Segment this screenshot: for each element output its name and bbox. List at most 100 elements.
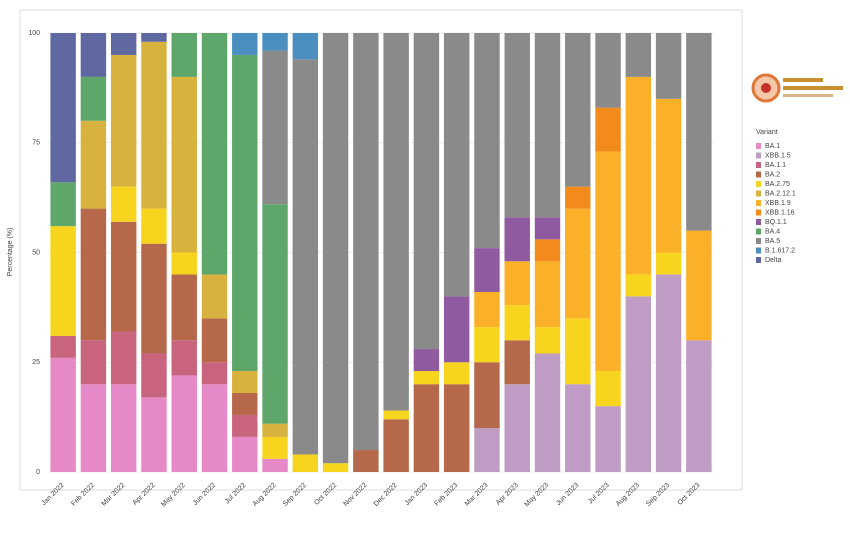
y-tick-label: 75 <box>32 140 40 147</box>
bar-segment <box>171 33 197 77</box>
bar-segment <box>474 428 500 472</box>
bar-segment <box>686 33 712 231</box>
bar-segment <box>292 33 319 60</box>
bar-segment <box>201 318 228 363</box>
x-tick-label: May 2022 <box>160 482 187 509</box>
x-tick-label: Apr 2023 <box>495 482 520 507</box>
bar-segment <box>201 384 228 472</box>
bar-segment <box>474 248 500 293</box>
bar-segment <box>655 274 682 472</box>
legend-label: BA.1 <box>765 143 780 150</box>
bar-segment <box>232 414 258 437</box>
bar-segment <box>474 362 500 429</box>
bar-segment <box>474 292 500 328</box>
x-tick-label: Mar 2023 <box>464 482 490 508</box>
bar-segment <box>232 392 258 415</box>
bar-segment <box>262 436 288 459</box>
bar-segment <box>504 384 530 472</box>
bar-segment <box>655 33 682 99</box>
bar-segment <box>292 454 319 472</box>
bar-segment <box>413 349 440 372</box>
x-tick-label: Apr 2022 <box>132 482 157 507</box>
x-tick-label: Oct 2022 <box>313 482 338 507</box>
plot-frame <box>19 9 743 491</box>
x-tick-label: Aug 2023 <box>615 482 641 508</box>
x-tick-label: Feb 2022 <box>70 482 96 508</box>
bar-segment <box>565 33 591 187</box>
bar-segment <box>504 340 530 385</box>
x-tick-label: Oct 2023 <box>677 482 702 507</box>
bar-segment <box>201 362 228 385</box>
bar-segment <box>110 186 137 222</box>
bar-segment <box>171 375 197 472</box>
legend-label: XBB.1.5 <box>765 152 791 159</box>
legend-label: BA.1.1 <box>765 162 786 169</box>
bar-segment <box>171 340 197 376</box>
legend-label: BA.2.12.1 <box>765 190 796 197</box>
legend-swatch <box>756 247 761 254</box>
bar-segment <box>534 327 561 354</box>
x-tick-label: Sep 2022 <box>282 482 308 508</box>
bar-segment <box>595 107 621 152</box>
bar-segment <box>141 208 167 244</box>
legend-label: Delta <box>765 257 781 264</box>
legend-swatch <box>756 257 761 263</box>
x-tick-label: Jul 2022 <box>224 482 248 506</box>
bar-segment <box>534 217 561 240</box>
bar-segment <box>504 217 530 262</box>
bar-segment <box>232 54 258 372</box>
bar-segment <box>655 252 682 275</box>
bar-segment <box>80 208 107 341</box>
legend-swatch <box>756 143 761 149</box>
bar-segment <box>443 33 470 297</box>
bar-segment <box>110 33 137 55</box>
legend-swatch <box>756 171 761 178</box>
bar-segment <box>80 340 107 385</box>
bar-segment <box>262 423 288 437</box>
bar-segment <box>110 221 137 332</box>
bar-segment <box>50 33 76 183</box>
bar-segment <box>504 33 530 218</box>
bar-segment <box>595 371 621 407</box>
legend-swatch <box>756 152 761 159</box>
bar-segment <box>262 204 288 424</box>
bar-segment <box>565 384 591 472</box>
bar-segment <box>443 362 470 385</box>
bar-segment <box>80 384 107 472</box>
y-axis-label: Percentage (%) <box>7 228 14 277</box>
y-tick-label: 100 <box>28 30 40 37</box>
bar-segment <box>383 410 409 420</box>
bar-segment <box>171 76 197 253</box>
legend-label: BA.5 <box>765 238 780 245</box>
bar-segment <box>534 239 561 262</box>
bar-segment <box>50 357 76 472</box>
bar-segment <box>322 33 349 464</box>
bar-segment <box>80 76 107 121</box>
legend-swatch <box>756 238 761 244</box>
bar-segment <box>262 33 288 51</box>
bar-segment <box>232 436 258 472</box>
x-tick-label: Jan 2022 <box>41 482 66 507</box>
x-tick-label: Sep 2023 <box>645 482 671 508</box>
bar-segment <box>565 208 591 319</box>
bar-segment <box>353 33 379 451</box>
bar-segment <box>655 98 682 253</box>
bar-segment <box>474 33 500 249</box>
bar-segment <box>262 50 288 205</box>
y-tick-label: 50 <box>32 249 40 256</box>
bar-segment <box>80 120 107 209</box>
bar-segment <box>141 397 167 472</box>
legend-swatch <box>756 181 761 187</box>
bar-segment <box>232 33 258 55</box>
bar-segment <box>686 230 712 341</box>
bar-segment <box>595 33 621 108</box>
bar-segment <box>413 384 440 472</box>
x-tick-label: Jun 2022 <box>192 482 217 507</box>
bar-segment <box>171 274 197 341</box>
bar-segment <box>141 41 167 209</box>
bar-segment <box>141 353 167 398</box>
bar-segment <box>625 76 652 275</box>
bar-segment <box>534 261 561 328</box>
legend-swatch <box>756 219 761 225</box>
bar-segment <box>474 327 500 363</box>
